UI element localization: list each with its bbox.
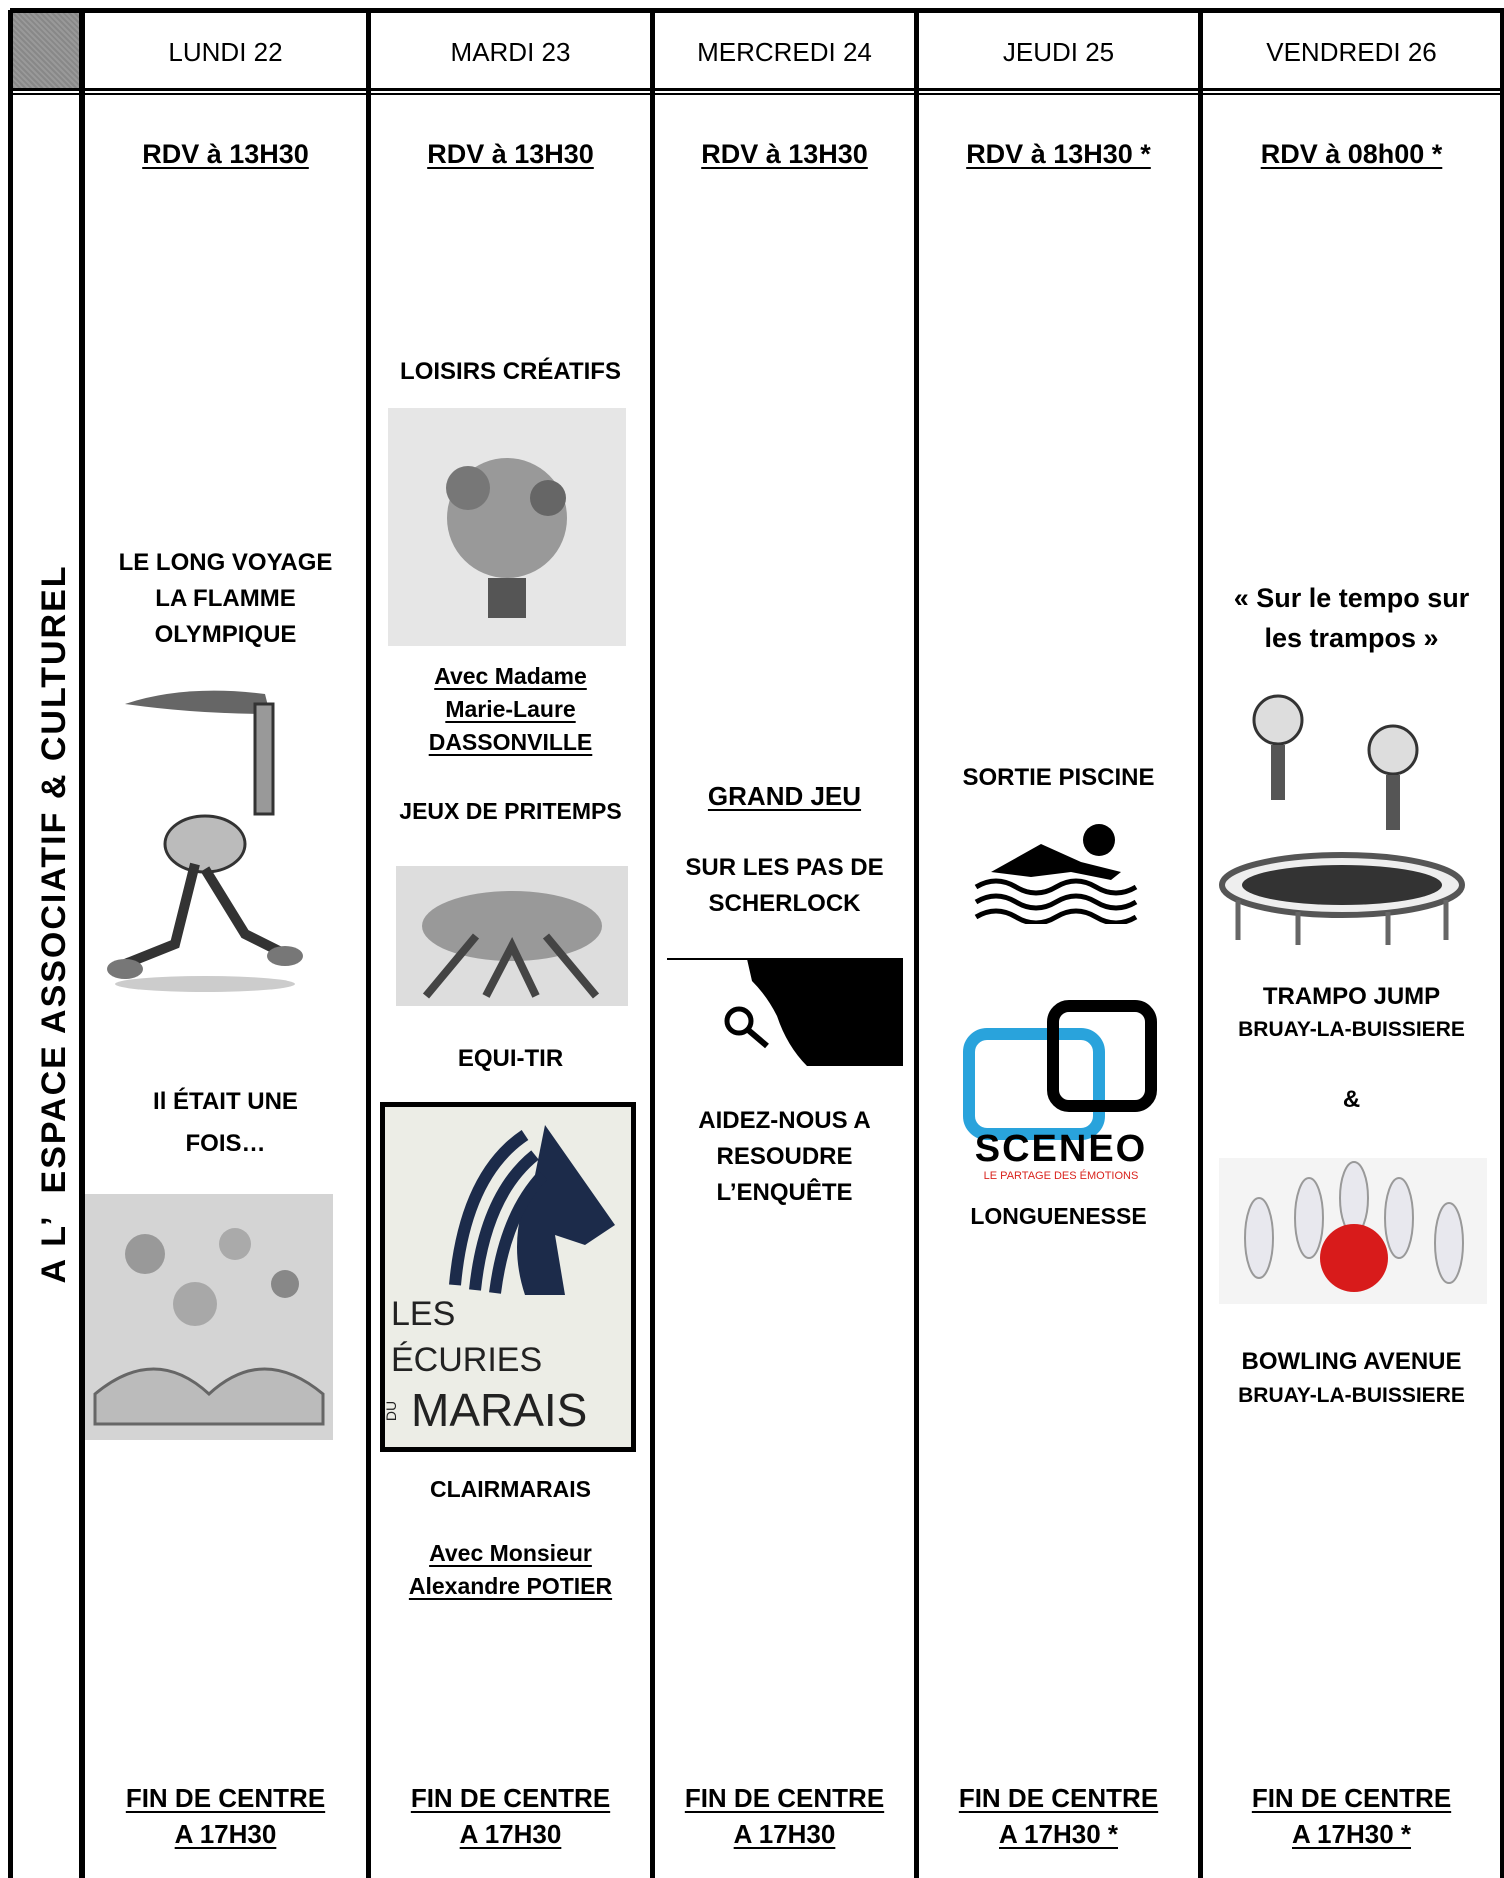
- col-border: [1198, 10, 1203, 1878]
- connector: &: [1342, 1086, 1361, 1113]
- day-header: VENDREDI 26: [1266, 37, 1437, 67]
- meeting-time: RDV à 13H30: [701, 139, 868, 169]
- col-border: [1500, 10, 1504, 1878]
- end-time: FIN DE CENTRE A 17H30: [125, 1783, 326, 1849]
- trampoline-illustration: [1219, 694, 1465, 945]
- host: Avec Monsieur Alexandre POTIER: [408, 1540, 613, 1599]
- logo-text: LES: [391, 1295, 456, 1333]
- day-column: RDV à 13H30 LOISIRS CRÉATIFS Avec Madame…: [371, 96, 650, 1878]
- swimmer-icon: [974, 824, 1138, 924]
- col-border: [650, 10, 655, 1878]
- book-illustration: [85, 1194, 333, 1440]
- activity: LOISIRS CRÉATIFS: [400, 358, 621, 385]
- stables-logo: LES ÉCURIES DU MARAIS: [380, 1102, 636, 1452]
- top-border: [10, 8, 1504, 13]
- day-header: JEUDI 25: [1002, 37, 1115, 67]
- meeting-time: RDV à 13H30: [142, 139, 309, 169]
- side-label: A L’ ESPACE ASSOCIATIF & CULTUREL: [35, 564, 73, 1284]
- sceneo-shape: [963, 1000, 1157, 1140]
- horse-logo: [449, 1125, 615, 1295]
- corner-cell: [10, 10, 82, 91]
- location: BRUAY-LA-BUISSIERE: [1238, 1018, 1465, 1041]
- end-time: FIN DE CENTRE A 17H30 *: [1251, 1783, 1452, 1849]
- activity: JEUX DE PRITEMPS: [399, 798, 622, 824]
- logo-text: MARAIS: [411, 1384, 588, 1436]
- location: CLAIRMARAIS: [430, 1476, 591, 1502]
- games-illustration: [396, 866, 628, 1006]
- logo-text: ÉCURIES: [391, 1341, 543, 1379]
- header-border: [10, 88, 1504, 91]
- torch-illustration: [107, 690, 303, 992]
- detective-silhouette: [667, 958, 903, 1066]
- activity: SUR LES PAS DE SCHERLOCK: [685, 854, 884, 917]
- activity: AIDEZ-NOUS A RESOUDRE L’ENQUÊTE: [698, 1107, 871, 1206]
- logo-text: LE PARTAGE DES ÉMOTIONS: [983, 1170, 1139, 1182]
- activity: EQUI-TIR: [457, 1045, 564, 1072]
- day-column: RDV à 13H30 LE LONG VOYAGE LA FLAMME OLY…: [85, 96, 366, 1878]
- meeting-time: RDV à 13H30: [427, 139, 594, 169]
- col-border: [914, 10, 919, 1878]
- location: LONGUENESSE: [970, 1203, 1147, 1229]
- col-border: [8, 10, 13, 1878]
- bowling-illustration: [1219, 1158, 1487, 1304]
- activity: TRAMPO JUMP: [1262, 983, 1441, 1010]
- sceneo-logo: SCENEO LE PARTAGE DES ÉMOTIONS: [963, 1000, 1159, 1186]
- meeting-time: RDV à 08h00 *: [1260, 139, 1443, 169]
- col-border: [366, 10, 371, 1878]
- end-time: FIN DE CENTRE A 17H30: [684, 1783, 885, 1849]
- meeting-time: RDV à 13H30 *: [966, 139, 1151, 169]
- day-column: RDV à 08h00 * « Sur le tempo sur les tra…: [1203, 96, 1500, 1878]
- day-header: MERCREDI 24: [697, 37, 872, 67]
- activity: GRAND JEU: [707, 781, 862, 811]
- host: Avec Madame Marie-Laure DASSONVILLE: [428, 663, 593, 755]
- activity: BOWLING AVENUE: [1241, 1348, 1462, 1375]
- day-column: RDV à 13H30 * SORTIE PISCINE SCENEO LE P…: [919, 96, 1198, 1878]
- header-border: [10, 93, 1504, 95]
- activity: « Sur le tempo sur les trampos »: [1233, 583, 1470, 653]
- end-time: FIN DE CENTRE A 17H30 *: [958, 1783, 1159, 1849]
- activity: Il ÉTAIT UNE FOIS…: [153, 1088, 298, 1157]
- logo-text: DU: [383, 1400, 400, 1422]
- col-border: [79, 10, 85, 1878]
- day-header: MARDI 23: [450, 37, 571, 67]
- creative-illustration: [388, 408, 626, 646]
- activity: LE LONG VOYAGE LA FLAMME OLYMPIQUE: [118, 549, 333, 648]
- location: BRUAY-LA-BUISSIERE: [1238, 1384, 1465, 1407]
- day-header: LUNDI 22: [168, 37, 283, 67]
- day-column: RDV à 13H30 GRAND JEU SUR LES PAS DE SCH…: [655, 96, 914, 1878]
- end-time: FIN DE CENTRE A 17H30: [410, 1783, 611, 1849]
- activity: SORTIE PISCINE: [962, 764, 1155, 791]
- logo-text: SCENEO: [974, 1128, 1148, 1170]
